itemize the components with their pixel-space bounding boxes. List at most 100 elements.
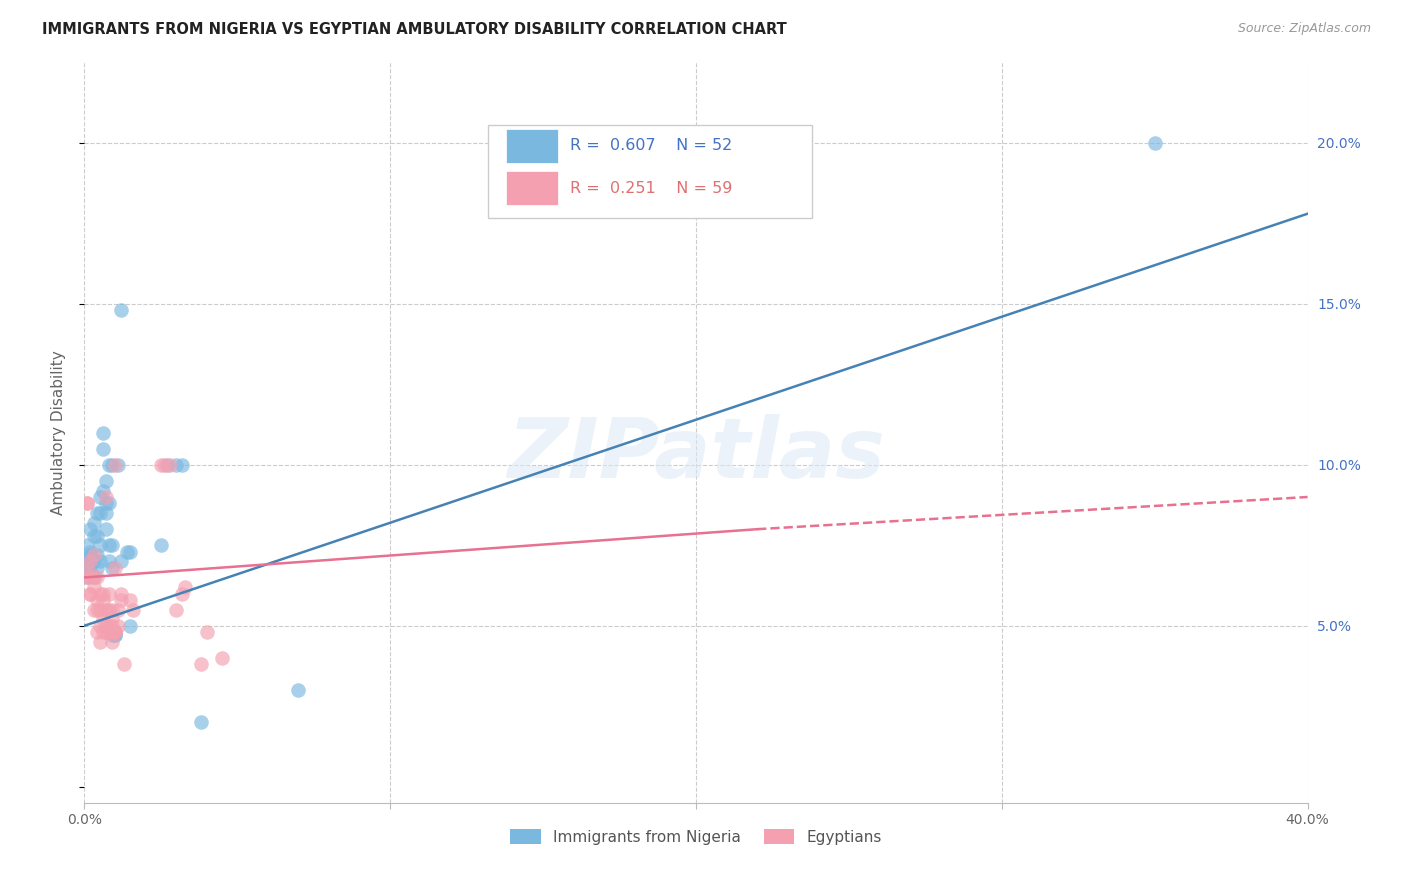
Point [89,538,111,552]
Point [104,625,127,640]
Point [172,458,194,472]
FancyBboxPatch shape [488,126,813,218]
Point [97,602,120,616]
Text: R =  0.607    N = 52: R = 0.607 N = 52 [569,138,733,153]
Point [110,554,132,568]
Point [190,715,212,730]
Point [107,458,129,472]
Point [101,625,124,640]
Point [89,490,111,504]
FancyBboxPatch shape [506,171,558,205]
Point [97,619,120,633]
Point [112,657,135,672]
Y-axis label: Ambulatory Disability: Ambulatory Disability [51,351,66,515]
Point [104,625,127,640]
Point [104,561,127,575]
Point [190,657,212,672]
Point [110,303,132,318]
Point [89,554,111,568]
Point [76,561,98,575]
Point [76,551,98,566]
Point [79,554,101,568]
Point [104,628,127,642]
Point [86,506,108,520]
Point [86,570,108,584]
Point [104,625,127,640]
Point [91,425,114,440]
Point [97,458,120,472]
Point [149,458,172,472]
Point [86,548,108,562]
Point [91,586,114,600]
Text: IMMIGRANTS FROM NIGERIA VS EGYPTIAN AMBULATORY DISABILITY CORRELATION CHART: IMMIGRANTS FROM NIGERIA VS EGYPTIAN AMBU… [42,22,787,37]
Point [83,570,105,584]
Point [172,586,194,600]
Point [94,522,117,536]
Point [97,586,120,600]
Point [91,612,114,626]
Point [76,561,98,575]
Point [94,490,117,504]
Point [101,635,124,649]
Point [86,593,108,607]
Point [101,625,124,640]
Point [174,580,197,594]
Point [1143,136,1166,150]
Point [94,496,117,510]
Point [153,458,176,472]
Point [79,570,101,584]
Point [156,458,179,472]
Point [107,602,129,616]
Point [165,602,187,616]
Point [79,548,101,562]
Point [89,586,111,600]
Point [83,548,105,562]
Point [97,538,120,552]
Text: ZIPatlas: ZIPatlas [508,414,884,495]
Point [120,619,142,633]
Point [83,580,105,594]
Point [79,586,101,600]
Point [89,619,111,633]
Point [120,593,142,607]
Text: Source: ZipAtlas.com: Source: ZipAtlas.com [1237,22,1371,36]
Point [104,458,127,472]
Point [89,506,111,520]
Legend: Immigrants from Nigeria, Egyptians: Immigrants from Nigeria, Egyptians [503,822,889,851]
Point [110,593,132,607]
Point [89,602,111,616]
Point [149,538,172,552]
Point [94,474,117,488]
Point [97,554,120,568]
Point [165,458,187,472]
Point [79,586,101,600]
Point [94,619,117,633]
Point [101,458,124,472]
FancyBboxPatch shape [506,128,558,163]
Point [120,545,142,559]
Point [83,516,105,530]
Point [107,619,129,633]
Point [211,651,233,665]
Point [159,458,181,472]
Point [101,628,124,642]
Point [97,625,120,640]
Point [91,483,114,498]
Point [104,625,127,640]
Point [79,554,101,568]
Point [86,528,108,542]
Point [86,561,108,575]
Point [76,496,98,510]
Point [122,602,145,616]
Point [76,538,98,552]
Point [83,528,105,542]
Point [79,522,101,536]
Point [94,602,117,616]
Point [83,554,105,568]
Point [76,570,98,584]
Point [195,625,218,640]
Point [94,506,117,520]
Point [91,625,114,640]
Point [86,602,108,616]
Point [91,442,114,456]
